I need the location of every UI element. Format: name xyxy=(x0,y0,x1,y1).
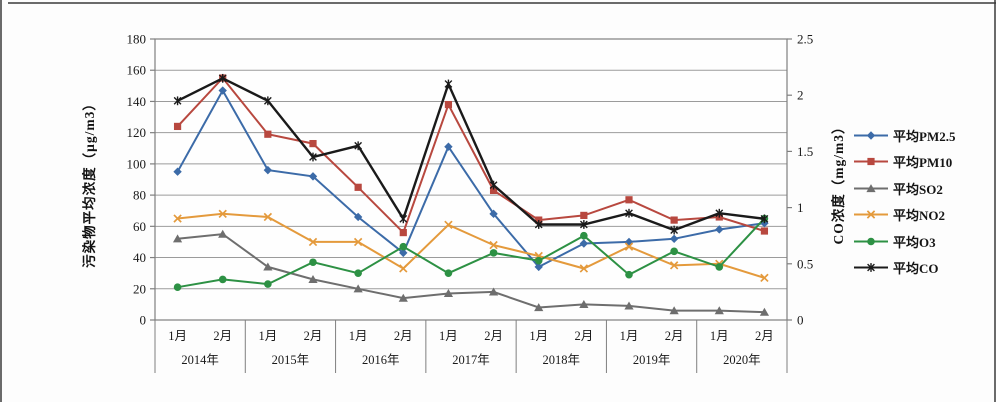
legend-label: 平均PM10 xyxy=(893,155,953,171)
right-axis-tick-label: 1.5 xyxy=(797,144,813,159)
series-co xyxy=(173,73,769,235)
screen-edge-left xyxy=(0,0,2,402)
legend-marker-circle-icon xyxy=(854,237,888,246)
right-axis-tick-label: 1 xyxy=(797,200,804,215)
legend-marker-diamond-icon xyxy=(854,131,888,140)
x-axis: 1月 2月 1月 2月 1月 2月 1月 2月 1月 2月 1月 2月 1月 2月 2014年 2015年 20… xyxy=(154,320,788,373)
month-label: 2月 xyxy=(755,329,774,343)
left-axis-tick-label: 140 xyxy=(127,94,147,109)
left-axis-tick-label: 80 xyxy=(133,188,146,203)
left-axis-tick-label: 40 xyxy=(133,250,146,265)
right-axis: 0 0.5 1 1.5 2 2.5 xyxy=(787,32,813,328)
plot-border xyxy=(154,38,788,321)
year-label: 2017年 xyxy=(452,353,490,367)
screen-edge-top xyxy=(8,2,996,4)
right-axis-tick-label: 0.5 xyxy=(797,256,813,271)
month-label: 2月 xyxy=(665,329,684,343)
left-axis-tick-label: 20 xyxy=(133,281,146,296)
left-axis-tick-label: 160 xyxy=(127,63,147,78)
month-label: 1月 xyxy=(620,329,639,343)
year-label: 2014年 xyxy=(181,353,219,367)
legend-item-pm25: 平均PM2.5 xyxy=(853,122,955,149)
series-so2 xyxy=(172,229,770,316)
month-label: 2月 xyxy=(574,329,593,343)
year-label: 2016年 xyxy=(362,353,400,367)
right-axis-tick-label: 0 xyxy=(797,313,804,328)
legend-marker-triangle-icon xyxy=(854,183,888,192)
left-axis-tick-label: 0 xyxy=(140,313,147,328)
month-label: 1月 xyxy=(529,329,548,343)
series-no2 xyxy=(173,209,769,283)
right-axis-title: CO浓度（mg/m3） xyxy=(831,119,846,245)
legend-label: 平均SO2 xyxy=(893,181,943,197)
month-label: 2月 xyxy=(484,329,503,343)
legend-label: 平均NO2 xyxy=(893,208,946,224)
year-label: 2015年 xyxy=(272,353,310,367)
right-axis-tick-label: 2 xyxy=(797,88,804,103)
legend-label: 平均O3 xyxy=(893,234,936,250)
legend-marker-square-icon xyxy=(854,158,888,166)
month-label: 1月 xyxy=(710,329,729,343)
month-label: 1月 xyxy=(349,329,368,343)
left-axis: 0 20 40 60 80 100 120 140 160 180 xyxy=(127,32,155,328)
legend-item-co: 平均CO xyxy=(853,255,955,282)
month-label: 2月 xyxy=(213,329,232,343)
year-label: 2020年 xyxy=(723,353,761,367)
year-label: 2019年 xyxy=(633,353,671,367)
legend-label: 平均PM2.5 xyxy=(893,128,956,144)
year-label: 2018年 xyxy=(543,353,581,367)
month-label: 1月 xyxy=(439,329,458,343)
month-label: 2月 xyxy=(304,329,323,343)
legend-marker-star-icon xyxy=(854,263,888,273)
month-label: 1月 xyxy=(258,329,277,343)
month-label: 1月 xyxy=(168,329,187,343)
left-axis-tick-label: 180 xyxy=(127,32,147,47)
left-axis-tick-label: 100 xyxy=(127,156,147,171)
chart-legend: 平均PM2.5 平均PM10 平均SO2 平均NO2 平均O3 平均CO xyxy=(853,122,955,281)
legend-marker-x-icon xyxy=(854,210,888,219)
legend-label: 平均CO xyxy=(893,261,939,277)
legend-item-pm10: 平均PM10 xyxy=(853,149,955,176)
left-axis-tick-label: 60 xyxy=(133,219,146,234)
left-axis-tick-label: 120 xyxy=(127,125,147,140)
legend-item-o3: 平均O3 xyxy=(853,228,955,255)
legend-item-so2: 平均SO2 xyxy=(853,175,955,202)
legend-item-no2: 平均NO2 xyxy=(853,202,955,229)
left-axis-title: 污染物平均浓度（μg/m3） xyxy=(82,96,97,268)
screen-edge-right xyxy=(994,0,996,402)
right-axis-tick-label: 2.5 xyxy=(797,32,813,47)
month-label: 2月 xyxy=(394,329,413,343)
